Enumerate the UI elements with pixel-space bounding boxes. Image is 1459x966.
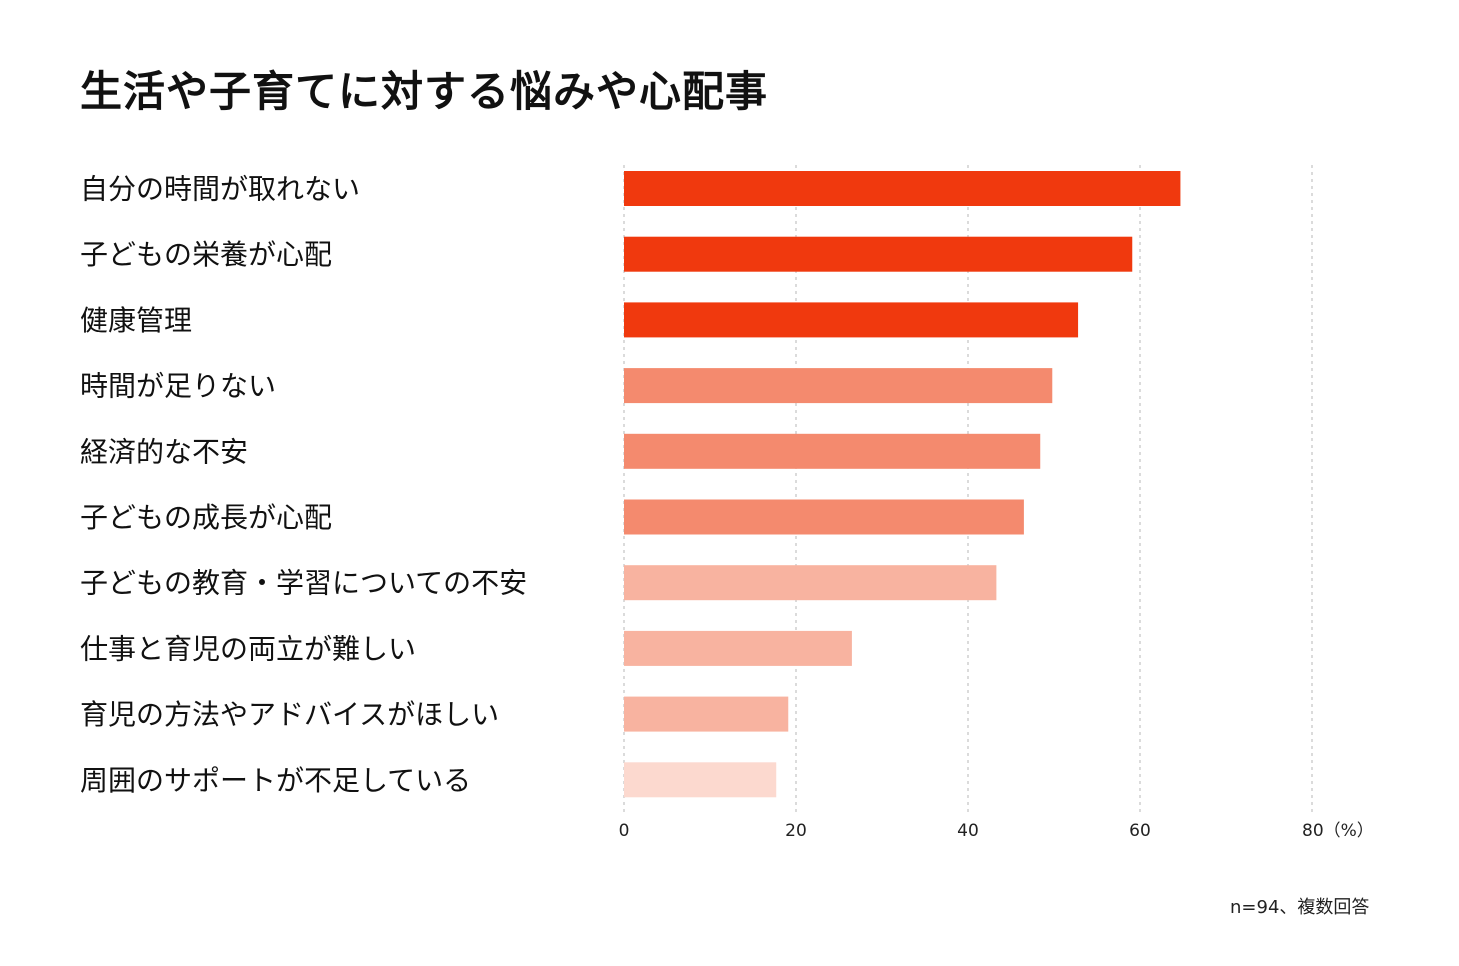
category-label: 自分の時間が取れない [80,173,360,206]
chart-title: 生活や子育てに対する悩みや心配事 [80,67,769,116]
x-tick-label: 20 [785,821,807,841]
bar [624,499,1024,535]
category-label: 仕事と育児の両立が難しい [80,632,416,665]
bar [624,762,777,798]
category-label: 子どもの成長が心配 [80,501,332,534]
x-tick-label: 40 [957,821,979,841]
x-tick-label: 60 [1129,821,1151,841]
bar [624,433,1041,469]
category-label: 子どもの教育・学習についての不安 [80,567,527,600]
bar [624,368,1053,404]
x-tick-label: 0 [619,821,630,841]
bar [624,236,1133,272]
sample-note: n=94、複数回答 [1230,897,1370,918]
category-label: 健康管理 [80,304,192,337]
bar [624,302,1079,338]
category-label: 周囲のサポートが不足している [80,764,471,797]
x-tick-label: 80（%） [1302,821,1374,841]
bar [624,630,852,666]
category-label: 時間が足りない [80,370,276,403]
bar [624,171,1181,206]
category-label: 育児の方法やアドバイスがほしい [80,698,499,731]
category-label: 子どもの栄養が心配 [80,238,332,271]
category-label: 経済的な不安 [80,435,248,468]
bar [624,565,997,601]
bar [624,696,789,732]
